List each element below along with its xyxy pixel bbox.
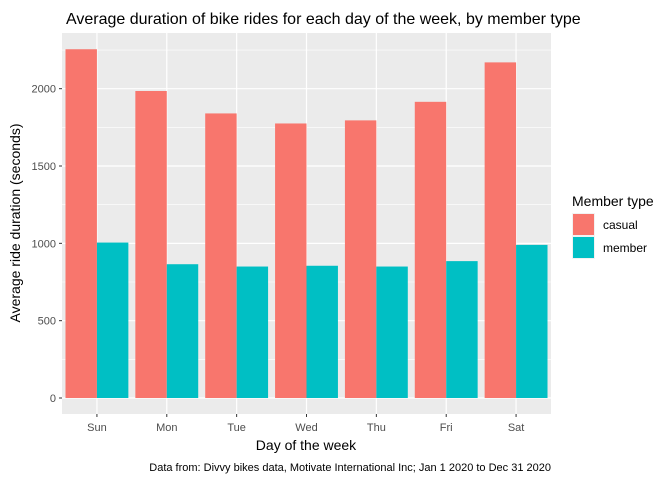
x-axis: Sun Mon Tue Wed Thu Fri Sat	[87, 414, 524, 434]
bar-member-mon	[166, 264, 199, 398]
legend-label-member: member	[603, 241, 647, 255]
bar-casual-sat	[484, 62, 517, 399]
legend-title: Member type	[572, 193, 654, 209]
bar-member-sat	[516, 244, 548, 398]
y-tick-label: 1000	[32, 238, 56, 250]
x-tick-label: Sun	[87, 422, 107, 434]
bar-member-thu	[376, 266, 408, 398]
legend-swatch-casual	[573, 214, 594, 235]
bar-casual-wed	[275, 123, 307, 399]
bar-casual-thu	[344, 120, 377, 398]
y-axis-title: Average ride duration (seconds)	[7, 124, 23, 323]
bar-casual-mon	[135, 90, 167, 399]
x-tick-label: Sat	[508, 422, 525, 434]
bar-member-wed	[306, 265, 338, 398]
chart-title: Average duration of bike rides for each …	[66, 11, 581, 28]
x-tick-label: Thu	[367, 422, 386, 434]
y-tick-label: 1500	[32, 161, 56, 173]
bar-member-tue	[236, 266, 269, 398]
x-tick-label: Wed	[295, 422, 317, 434]
bar-casual-sun	[65, 49, 97, 398]
y-tick-label: 2000	[32, 84, 56, 96]
bar-member-fri	[446, 261, 478, 398]
legend: Member type casual member	[572, 193, 654, 259]
y-tick-label: 0	[50, 393, 56, 405]
legend-label-casual: casual	[603, 218, 638, 232]
legend-swatch-member	[573, 237, 594, 258]
x-tick-label: Tue	[227, 422, 246, 434]
bar-casual-fri	[414, 101, 447, 398]
x-tick-label: Fri	[440, 422, 453, 434]
x-tick-label: Mon	[156, 422, 177, 434]
bar-casual-tue	[205, 113, 237, 398]
y-tick-label: 500	[38, 316, 56, 328]
chart-caption: Data from: Divvy bikes data, Motivate In…	[149, 462, 551, 474]
x-axis-title: Day of the week	[256, 437, 357, 453]
bars	[65, 49, 548, 399]
y-axis: 0 500 1000 1500 2000	[32, 84, 62, 405]
bar-member-sun	[96, 242, 129, 398]
